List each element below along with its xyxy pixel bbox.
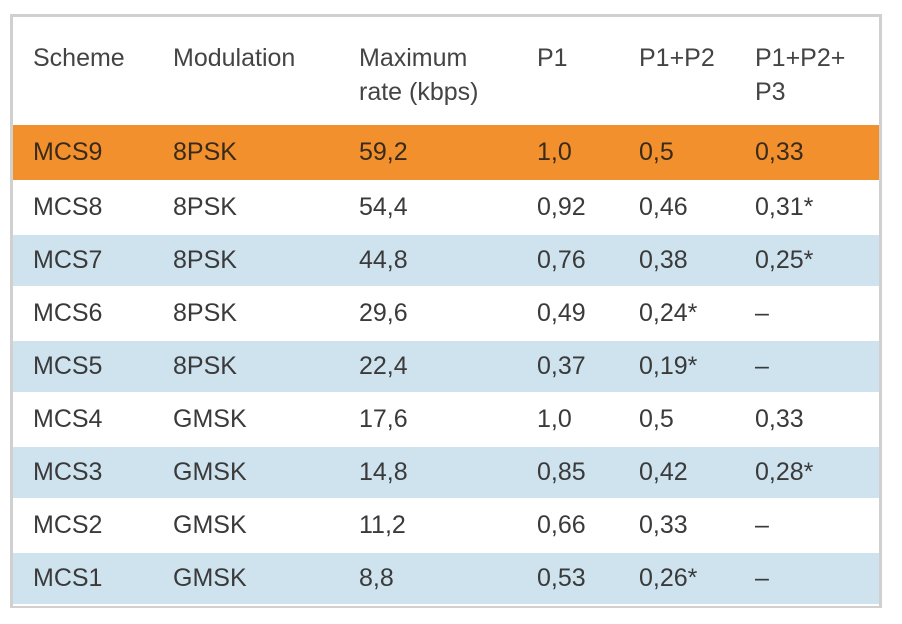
cell-p1: 0,92: [517, 181, 619, 234]
cell-p1: 0,85: [517, 446, 619, 499]
cell-scheme: MCS8: [13, 181, 153, 234]
cell-p1-p2: 0,26*: [619, 552, 735, 605]
cell-modulation: GMSK: [153, 499, 339, 552]
mcs-table: Scheme Modulation Maximum rate (kbps) P1…: [13, 17, 879, 606]
cell-p1-p2: 0,19*: [619, 340, 735, 393]
cell-rate: 8,8: [339, 552, 517, 605]
cell-p1-p2-p3: –: [735, 340, 879, 393]
cell-p1: 1,0: [517, 125, 619, 181]
table-row: MCS5 8PSK 22,4 0,37 0,19* –: [13, 340, 879, 393]
header-p1-p2: P1+P2: [639, 44, 715, 72]
header-max-rate: Maximum rate (kbps): [359, 44, 479, 106]
cell-p1-p2-p3: 0,33: [735, 125, 879, 181]
cell-modulation: 8PSK: [153, 125, 339, 181]
cell-rate: 11,2: [339, 499, 517, 552]
header-modulation: Modulation: [173, 44, 296, 72]
cell-scheme: MCS6: [13, 287, 153, 340]
cell-scheme: MCS5: [13, 340, 153, 393]
cell-p1-p2: 0,5: [619, 125, 735, 181]
table-row: MCS3 GMSK 14,8 0,85 0,42 0,28*: [13, 446, 879, 499]
header-scheme: Scheme: [33, 44, 125, 72]
header-p1: P1: [537, 44, 568, 72]
table-row: MCS4 GMSK 17,6 1,0 0,5 0,33: [13, 393, 879, 446]
cell-scheme: MCS9: [13, 125, 153, 181]
table-header: Scheme Modulation Maximum rate (kbps) P1…: [13, 17, 879, 125]
cell-rate: 54,4: [339, 181, 517, 234]
cell-p1-p2-p3: –: [735, 287, 879, 340]
cell-scheme: MCS1: [13, 552, 153, 605]
table-frame: Scheme Modulation Maximum rate (kbps) P1…: [10, 14, 882, 608]
cell-p1: 1,0: [517, 393, 619, 446]
table-row: MCS6 8PSK 29,6 0,49 0,24* –: [13, 287, 879, 340]
cell-p1-p2-p3: 0,33: [735, 393, 879, 446]
cell-p1-p2: 0,5: [619, 393, 735, 446]
cell-modulation: GMSK: [153, 393, 339, 446]
cell-p1: 0,66: [517, 499, 619, 552]
header-p1-p2-p3: P1+P2+ P3: [755, 44, 846, 106]
cell-rate: 29,6: [339, 287, 517, 340]
table-row: MCS8 8PSK 54,4 0,92 0,46 0,31*: [13, 181, 879, 234]
cell-p1-p2-p3: 0,25*: [735, 234, 879, 287]
cell-modulation: GMSK: [153, 446, 339, 499]
cell-p1-p2: 0,24*: [619, 287, 735, 340]
table-body: MCS9 8PSK 59,2 1,0 0,5 0,33 MCS8 8PSK 54…: [13, 125, 879, 605]
cell-scheme: MCS2: [13, 499, 153, 552]
cell-p1: 0,49: [517, 287, 619, 340]
cell-rate: 17,6: [339, 393, 517, 446]
cell-modulation: 8PSK: [153, 287, 339, 340]
cell-rate: 59,2: [339, 125, 517, 181]
table-row: MCS1 GMSK 8,8 0,53 0,26* –: [13, 552, 879, 605]
cell-modulation: 8PSK: [153, 181, 339, 234]
cell-modulation: GMSK: [153, 552, 339, 605]
cell-rate: 14,8: [339, 446, 517, 499]
cell-modulation: 8PSK: [153, 234, 339, 287]
cell-p1: 0,53: [517, 552, 619, 605]
table-row: MCS9 8PSK 59,2 1,0 0,5 0,33: [13, 125, 879, 181]
table-row: MCS7 8PSK 44,8 0,76 0,38 0,25*: [13, 234, 879, 287]
cell-p1-p2-p3: –: [735, 499, 879, 552]
cell-p1: 0,37: [517, 340, 619, 393]
cell-p1-p2: 0,33: [619, 499, 735, 552]
cell-p1-p2: 0,46: [619, 181, 735, 234]
header-row: Scheme Modulation Maximum rate (kbps) P1…: [13, 17, 879, 125]
cell-p1-p2-p3: 0,31*: [735, 181, 879, 234]
cell-p1-p2-p3: 0,28*: [735, 446, 879, 499]
cell-scheme: MCS4: [13, 393, 153, 446]
cell-rate: 22,4: [339, 340, 517, 393]
cell-p1-p2-p3: –: [735, 552, 879, 605]
table-row: MCS2 GMSK 11,2 0,66 0,33 –: [13, 499, 879, 552]
cell-p1: 0,76: [517, 234, 619, 287]
cell-p1-p2: 0,38: [619, 234, 735, 287]
cell-p1-p2: 0,42: [619, 446, 735, 499]
cell-modulation: 8PSK: [153, 340, 339, 393]
cell-scheme: MCS3: [13, 446, 153, 499]
cell-scheme: MCS7: [13, 234, 153, 287]
cell-rate: 44,8: [339, 234, 517, 287]
